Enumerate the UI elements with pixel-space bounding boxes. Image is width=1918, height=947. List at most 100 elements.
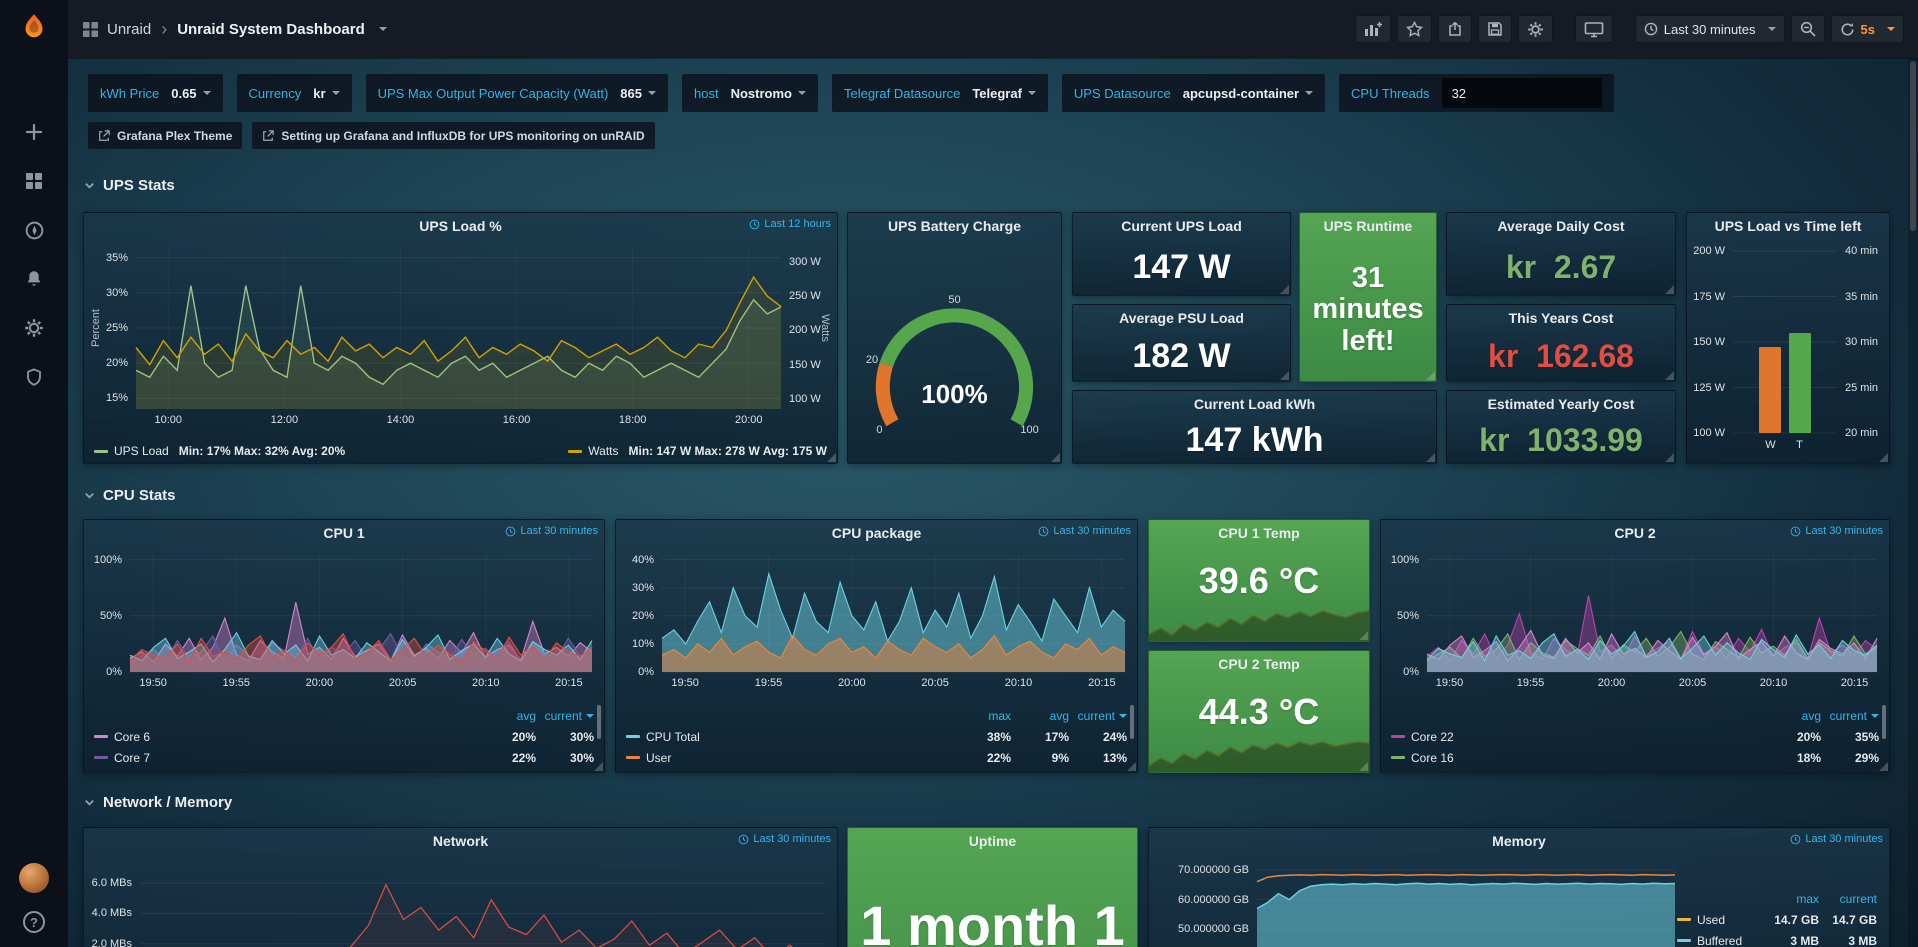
star-dashboard-button[interactable] [1396,15,1432,43]
panel-resize-handle[interactable] [594,762,603,771]
dashboard-link[interactable]: Grafana Plex Theme [88,122,243,149]
panel-title-ups-battery[interactable]: UPS Battery Charge [887,218,1022,234]
caret-down-icon[interactable] [378,27,387,35]
panel-title-average-daily-cost[interactable]: Average Daily Cost [1497,218,1625,234]
breadcrumb-dashboard-title[interactable]: Unraid System Dashboard [177,20,365,38]
variable-kwh-price[interactable]: kWh Price 0.65 [88,74,223,112]
row-header-network-memory[interactable]: Network / Memory [83,791,232,813]
variable-host[interactable]: host Nostromo [682,74,818,112]
legend-col-max[interactable]: max [1796,891,1819,906]
legend-scrollbar[interactable] [1130,705,1134,739]
configuration-gear-icon[interactable] [23,317,45,339]
legend-series[interactable]: Core 16 18% 29% [1391,747,1879,768]
legend-series[interactable]: Core 22 20% 35% [1391,726,1879,747]
legend-series[interactable]: Core 7 22% 30% [94,747,594,768]
legend-col-avg[interactable]: avg [1049,708,1069,723]
panel-resize-handle[interactable] [1665,285,1674,294]
panel-resize-handle[interactable] [1280,371,1289,380]
panel-title-ups-runtime[interactable]: UPS Runtime [1323,218,1413,234]
create-plus-icon[interactable] [23,121,45,143]
dashboard-link[interactable]: Setting up Grafana and InfluxDB for UPS … [252,122,655,149]
legend-series[interactable]: Buffered 3 MB 3 MB [1677,930,1877,947]
chart-plot[interactable] [1257,860,1675,947]
panel-resize-handle[interactable] [1359,762,1368,771]
panel-title-cpu-1[interactable]: CPU 1 [323,525,365,541]
legend-series[interactable]: CPU Total 38% 17% 24% [626,726,1127,747]
legend-series[interactable]: Core 6 20% 30% [94,726,594,747]
refresh-picker[interactable]: 5s [1830,15,1904,43]
panel-title-cpu-1-temp[interactable]: CPU 1 Temp [1218,525,1300,541]
breadcrumb-folder[interactable]: Unraid [107,20,152,38]
legend-col-current[interactable]: current [1821,709,1879,723]
variable-currency[interactable]: Currency kr [236,74,352,112]
legend-series[interactable]: UPS Load Min: 17% Max: 32% Avg: 20% [94,444,345,458]
chart-plot[interactable] [140,862,825,947]
add-panel-button[interactable] [1354,15,1391,43]
panel-resize-handle[interactable] [1665,453,1674,462]
variable-cpu-threads[interactable]: CPU Threads [1339,74,1614,112]
dashboard-grid-icon[interactable] [82,21,99,38]
alerting-bell-icon[interactable] [23,268,45,290]
panel-title-estimated-yearly-cost[interactable]: Estimated Yearly Cost [1487,396,1635,412]
legend-series[interactable]: Used 14.7 GB 14.7 GB [1677,909,1877,930]
variable-telegraf-datasource[interactable]: Telegraf Datasource Telegraf [831,74,1048,112]
legend-scrollbar[interactable] [1882,705,1886,739]
admin-shield-icon[interactable] [23,366,45,388]
chart-plot[interactable] [1427,554,1877,672]
legend-col-current[interactable]: current [1839,891,1877,906]
time-range-picker[interactable]: Last 30 minutes [1634,15,1785,43]
legend-col-avg[interactable]: avg [1801,708,1821,723]
time-range-tag[interactable]: Last 30 minutes [505,525,598,537]
panel-title-network[interactable]: Network [432,833,489,849]
chart-plot[interactable] [130,554,592,672]
panel-title-cpu-2[interactable]: CPU 2 [1614,525,1656,541]
panel-title-uptime[interactable]: Uptime [968,833,1017,849]
legend-series[interactable]: Watts Min: 147 W Max: 278 W Avg: 175 W [568,444,827,458]
panel-resize-handle[interactable] [1879,453,1888,462]
time-range-tag[interactable]: Last 30 minutes [738,833,831,845]
time-range-tag[interactable]: Last 12 hours [749,218,831,230]
legend-col-current[interactable]: current [536,709,594,723]
zoom-out-button[interactable] [1790,15,1825,43]
panel-resize-handle[interactable] [1127,762,1136,771]
legend-col-current[interactable]: current [1069,709,1127,723]
explore-compass-icon[interactable] [23,219,45,241]
panel-resize-handle[interactable] [1280,285,1289,294]
time-range-tag[interactable]: Last 30 minutes [1790,833,1883,845]
grafana-logo-icon[interactable] [19,12,49,47]
panel-title-current-ups-load[interactable]: Current UPS Load [1121,218,1242,234]
cycle-view-mode-button[interactable] [1574,15,1613,43]
panel-title-average-psu-load[interactable]: Average PSU Load [1119,310,1244,326]
panel-title-cpu-2-temp[interactable]: CPU 2 Temp [1218,656,1300,672]
chart-plot[interactable] [136,247,781,409]
legend-scrollbar[interactable] [597,705,601,739]
row-header-cpu-stats[interactable]: CPU Stats [83,484,176,506]
panel-resize-handle[interactable] [1879,762,1888,771]
panel-resize-handle[interactable] [1426,371,1435,380]
panel-resize-handle[interactable] [1051,453,1060,462]
scrollbar-thumb[interactable] [1910,61,1916,231]
help-icon[interactable]: ? [23,911,45,933]
user-avatar[interactable] [19,863,49,893]
legend-col-max[interactable]: max [988,708,1011,723]
panel-title-cpu-package[interactable]: CPU package [831,525,922,541]
save-dashboard-button[interactable] [1477,15,1512,43]
variable-ups-datasource[interactable]: UPS Datasource apcupsd-container [1061,74,1326,112]
time-range-tag[interactable]: Last 30 minutes [1790,525,1883,537]
panel-title-this-years-cost[interactable]: This Years Cost [1508,310,1614,326]
panel-resize-handle[interactable] [827,453,836,462]
panel-title-ups-load-vs-time[interactable]: UPS Load vs Time left [1714,218,1862,234]
panel-title-ups-load[interactable]: UPS Load % [419,218,502,234]
legend-col-avg[interactable]: avg [516,708,536,723]
dashboards-icon[interactable] [23,170,45,192]
panel-title-current-load-kwh[interactable]: Current Load kWh [1193,396,1316,412]
time-range-tag[interactable]: Last 30 minutes [1038,525,1131,537]
panel-resize-handle[interactable] [1426,453,1435,462]
legend-series[interactable]: User 22% 9% 13% [626,747,1127,768]
dashboard-settings-button[interactable] [1517,15,1553,43]
variable-input-cpu-threads[interactable] [1441,78,1602,108]
share-dashboard-button[interactable] [1437,15,1472,43]
row-header-ups-stats[interactable]: UPS Stats [83,174,175,196]
chart-plot[interactable] [662,554,1125,672]
panel-resize-handle[interactable] [1665,371,1674,380]
